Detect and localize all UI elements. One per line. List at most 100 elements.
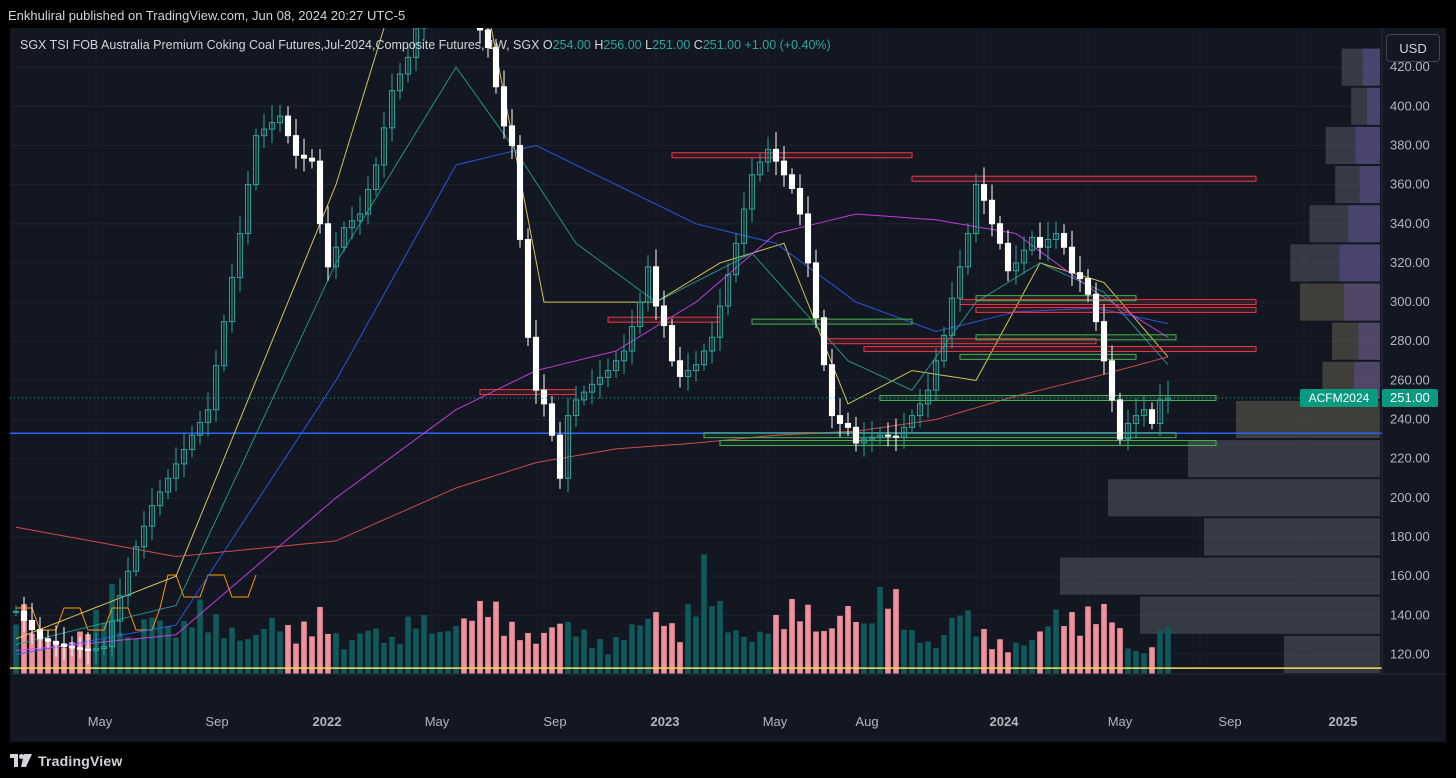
candle-body [1140, 409, 1148, 417]
candle-body [556, 434, 564, 479]
currency-button[interactable]: USD [1386, 34, 1440, 62]
volume-bar [437, 631, 443, 674]
time-tick-label: May [1108, 714, 1133, 729]
volume-bar [53, 641, 59, 674]
candle-body [1108, 360, 1116, 401]
candle-body [724, 274, 732, 307]
price-chart[interactable]: 120.00 140.00 160.00 180.00 200.00 220.00 240.… [10, 0, 1446, 742]
candle-body [956, 266, 964, 299]
candle-body [820, 317, 828, 366]
volume-bar [133, 638, 139, 674]
volume-profile-row [1332, 322, 1380, 360]
volume-bar [909, 629, 915, 674]
candle-body [844, 422, 852, 428]
volume-bar [13, 624, 19, 674]
volume-bar [869, 623, 875, 674]
volume-bar [757, 631, 763, 674]
volume-bar [261, 628, 267, 674]
volume-bar [749, 642, 755, 674]
volume-profile-row-value [1362, 48, 1380, 86]
price-axis [1382, 28, 1446, 742]
candle-body [340, 227, 348, 248]
symbol-legend[interactable]: SGX TSI FOB Australia Premium Coking Coa… [20, 38, 831, 52]
price-tick-label: 120.00 [1390, 646, 1430, 661]
candle-body [876, 434, 884, 438]
volume-profile-row [1188, 440, 1380, 478]
volume-bar [589, 648, 595, 674]
volume-bar [197, 599, 203, 674]
candle-body [252, 135, 260, 186]
volume-bar [789, 599, 795, 674]
candle-body [972, 184, 980, 235]
volume-bar [837, 615, 843, 674]
volume-bar [1077, 635, 1083, 674]
candle-body [868, 436, 876, 440]
volume-bar [557, 623, 563, 674]
time-tick-label: May [425, 714, 450, 729]
volume-bar [725, 632, 731, 674]
volume-bar [373, 628, 379, 674]
volume-bar [821, 631, 827, 674]
volume-bar [1125, 648, 1131, 674]
volume-bar [645, 618, 651, 674]
volume-bar [709, 606, 715, 674]
candle-body [780, 160, 788, 176]
support-zone [703, 432, 1177, 439]
candle-body [300, 154, 308, 159]
volume-bar [229, 627, 235, 674]
volume-bar [765, 633, 771, 674]
volume-profile-row [1060, 557, 1380, 595]
volume-bar [309, 636, 315, 674]
price-tick-label: 260.00 [1390, 372, 1430, 387]
volume-bar [565, 621, 571, 674]
volume-bar [1133, 651, 1139, 674]
volume-bar [1157, 630, 1163, 674]
time-tick-label: 2022 [313, 714, 342, 729]
time-tick-label: May [763, 714, 788, 729]
time-tick-label: Sep [1218, 714, 1241, 729]
volume-profile-row [1284, 635, 1380, 673]
volume-bar [173, 637, 179, 674]
candle-body [236, 233, 244, 279]
time-tick-label: Sep [205, 714, 228, 729]
volume-bar [549, 627, 555, 674]
volume-bar [925, 641, 931, 674]
candle-body [1060, 233, 1068, 248]
volume-profile-row [1325, 126, 1380, 165]
volume-bar [741, 636, 747, 674]
candle-body [212, 365, 220, 411]
volume-bar [597, 639, 603, 674]
price-tick-label: 340.00 [1390, 216, 1430, 231]
candle-body [412, 27, 420, 58]
candle-body [628, 326, 636, 352]
candle-body [748, 174, 756, 210]
price-tick-label: 360.00 [1390, 177, 1430, 192]
candle-body [100, 646, 108, 650]
volume-bar [1109, 622, 1115, 674]
legend-change: +1.00 (+0.40%) [744, 38, 831, 52]
candle-body [108, 620, 116, 648]
candle-body [172, 463, 180, 479]
volume-bar [317, 607, 323, 674]
candle-body [276, 115, 284, 124]
volume-bar [285, 625, 291, 674]
volume-bar [685, 604, 691, 674]
candle-body [636, 301, 644, 328]
candle-body [1124, 422, 1132, 440]
volume-bar [973, 636, 979, 674]
moving-average-line [15, 7, 1169, 640]
volume-bar [653, 612, 659, 674]
volume-bar [853, 621, 859, 674]
candle-body [1156, 399, 1164, 424]
volume-bar [1013, 642, 1019, 674]
volume-bar [293, 643, 299, 674]
volume-bar [1021, 645, 1027, 674]
moving-average-line [15, 66, 1169, 646]
candle-body [60, 643, 68, 648]
candle-body [684, 370, 692, 377]
volume-bar [1165, 626, 1171, 674]
chart-area[interactable]: 120.00 140.00 160.00 180.00 200.00 220.00 240.… [10, 0, 1446, 742]
candle-body [1012, 262, 1020, 272]
volume-bar [477, 600, 483, 674]
volume-bar [269, 617, 275, 674]
